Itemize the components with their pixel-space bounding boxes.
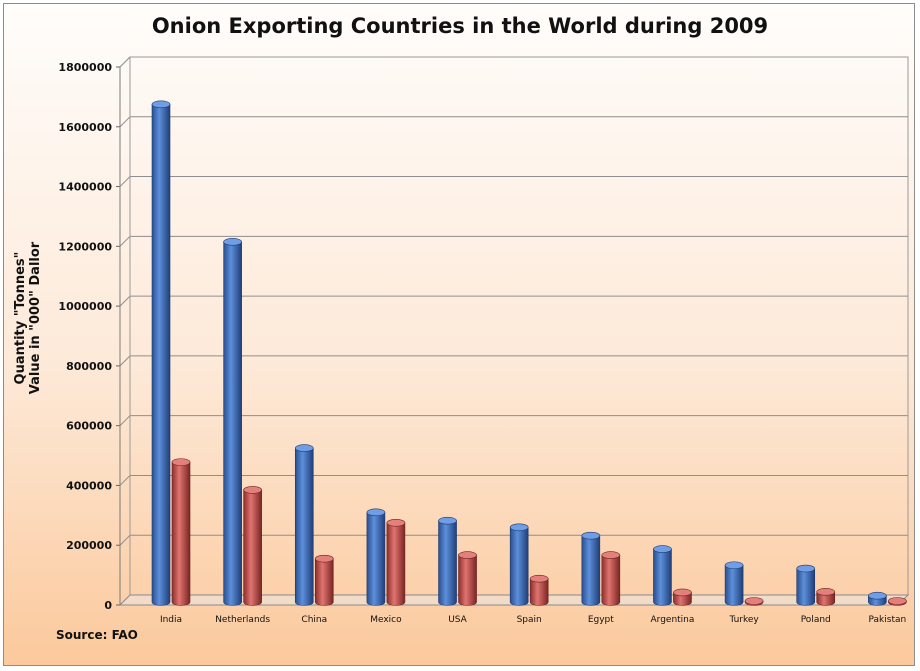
bar-turkey-series-1 [724, 561, 744, 606]
y-tick-label: 800000 [66, 360, 112, 373]
bar-spain-series-1 [509, 523, 529, 606]
x-tick-label: China [301, 615, 327, 625]
bar-pakistan-series-1 [868, 591, 887, 606]
bar-egypt-series-1 [581, 531, 601, 606]
bar-argentina-series-1 [653, 545, 672, 606]
y-tick-label: 1200000 [58, 240, 112, 253]
bar-netherlands-series-1 [223, 238, 242, 606]
bar-usa-series-1 [438, 516, 457, 606]
gridline [119, 116, 908, 128]
x-tick-label: Turkey [728, 615, 759, 625]
bar-mexico-series-1 [366, 508, 386, 606]
source-note: Source: FAO [56, 628, 138, 642]
x-tick-label: Poland [801, 615, 831, 625]
x-tick-label: Argentina [651, 615, 695, 625]
x-tick-label: Pakistan [869, 615, 907, 625]
y-tick-label: 1800000 [58, 61, 112, 74]
bar-china-series-2 [314, 554, 334, 606]
chart-title: Onion Exporting Countries in the World d… [151, 14, 769, 38]
y-tick-label: 1000000 [58, 300, 112, 313]
gridline [119, 176, 908, 187]
bar-poland-series-2 [816, 588, 836, 606]
bar-turkey-series-2 [744, 597, 764, 606]
x-tick-label: Egypt [588, 615, 614, 625]
bar-india-series-1 [151, 100, 171, 606]
y-tick-label: 200000 [66, 539, 112, 552]
x-tick-label: USA [448, 615, 467, 625]
gridline [119, 56, 908, 68]
x-tick-label: India [160, 615, 182, 625]
bars [151, 100, 907, 606]
bar-india-series-2 [171, 458, 191, 606]
x-tick-label: Spain [517, 615, 542, 625]
bar-egypt-series-2 [601, 551, 621, 606]
y-tick-label: 600000 [66, 420, 112, 433]
x-tick-label: Mexico [370, 615, 402, 625]
bar-spain-series-2 [529, 574, 549, 606]
bar-netherlands-series-2 [243, 486, 262, 606]
y-tick-label: 0 [104, 599, 112, 612]
y-tick-label: 1400000 [58, 181, 112, 194]
bar-argentina-series-2 [673, 588, 692, 606]
y-axis-depth-edge [119, 56, 131, 68]
bar-pakistan-series-2 [888, 597, 907, 606]
bar-poland-series-1 [796, 564, 816, 606]
y-tick-label: 1600000 [58, 121, 112, 134]
bar-mexico-series-2 [386, 519, 406, 606]
bar-china-series-1 [294, 444, 314, 606]
axis-labels: 0 200000 400000 600000 800000 1000000 1200000 1… [58, 61, 906, 625]
bar-usa-series-2 [458, 551, 477, 606]
y-tick-label: 400000 [66, 479, 112, 492]
x-tick-label: Netherlands [215, 615, 270, 625]
